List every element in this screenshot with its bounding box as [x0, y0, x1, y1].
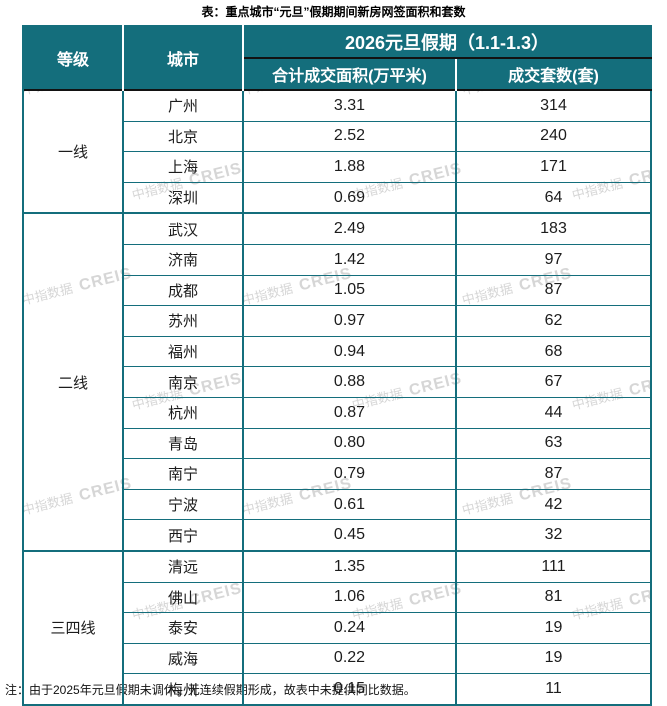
table-row: 威海 0.22 19: [23, 642, 651, 674]
units-cell: 42: [455, 488, 651, 520]
tier-cell: 一线: [22, 88, 123, 214]
area-cell: 0.79: [242, 458, 456, 490]
city-cell: 宁波: [122, 488, 243, 520]
area-cell: 0.15: [242, 673, 456, 705]
table-title: 表：重点城市“元旦”假期期间新房网签面积和套数: [201, 5, 466, 19]
units-cell: 97: [455, 243, 651, 276]
units-cell: 240: [455, 120, 651, 152]
col-header-tier: 等级: [23, 26, 124, 90]
table-body: 一线 广州 3.31 314 北京 2.52 240 上海 1.88 171 深圳 0.69 64 二线武…: [22, 88, 651, 705]
city-cell: 威海: [122, 642, 243, 674]
units-cell: 19: [455, 642, 651, 674]
table-row: 佛山 1.06 81: [23, 581, 651, 613]
table-row: 苏州 0.97 62: [23, 305, 651, 337]
area-cell: 0.45: [242, 519, 456, 551]
city-cell: 苏州: [122, 305, 243, 337]
col-header-units: 成交套数(套): [456, 58, 651, 90]
table-row: 宁波 0.61 42: [23, 488, 651, 520]
units-cell: 32: [455, 519, 651, 551]
table-header: 等级 城市 2026元旦假期（1.1-1.3） 合计成交面积(万平米) 成交套数…: [23, 26, 651, 90]
tier-cell: 二线: [22, 212, 123, 551]
units-cell: 68: [455, 335, 651, 367]
units-cell: 19: [455, 612, 651, 644]
table-row: 南京 0.88 67: [23, 366, 651, 398]
units-cell: 64: [455, 181, 651, 214]
city-cell: 南宁: [122, 458, 243, 490]
area-cell: 1.35: [242, 549, 456, 582]
units-cell: 87: [455, 274, 651, 306]
city-cell: 佛山: [122, 581, 243, 613]
col-header-area: 合计成交面积(万平米): [243, 58, 457, 90]
data-table-container: 中指数据 CREIS 中指数据 CREIS 中指数据 CREIS 中指数据 CREIS 中指数据…: [22, 25, 652, 706]
area-cell: 0.22: [242, 642, 456, 674]
city-cell: 北京: [122, 120, 243, 152]
area-cell: 0.88: [242, 366, 456, 398]
table-row: 济南 1.42 97: [23, 243, 651, 276]
units-cell: 67: [455, 366, 651, 398]
table-row: 三四线 清远 1.35 111: [22, 549, 651, 705]
data-table: 等级 城市 2026元旦假期（1.1-1.3） 合计成交面积(万平米) 成交套数…: [22, 25, 652, 706]
area-cell: 0.97: [242, 305, 456, 337]
city-cell: 梅州: [122, 673, 243, 705]
units-cell: 87: [455, 458, 651, 490]
city-cell: 清远: [122, 549, 243, 582]
city-cell: 广州: [122, 88, 243, 122]
units-cell: 63: [455, 427, 651, 459]
table-row: 成都 1.05 87: [23, 274, 651, 306]
area-cell: 1.42: [242, 243, 456, 276]
units-cell: 314: [455, 88, 651, 122]
units-cell: 44: [455, 396, 651, 429]
area-cell: 1.05: [242, 274, 456, 306]
table-row: 上海 1.88 171: [23, 151, 651, 183]
col-header-city: 城市: [123, 26, 244, 90]
col-header-period: 2026元旦假期（1.1-1.3）: [243, 26, 651, 59]
units-cell: 11: [455, 673, 651, 705]
city-cell: 杭州: [122, 396, 243, 429]
area-cell: 0.94: [242, 335, 456, 367]
city-cell: 成都: [122, 274, 243, 306]
city-cell: 深圳: [122, 181, 243, 214]
city-cell: 西宁: [122, 519, 243, 551]
area-cell: 0.80: [242, 427, 456, 459]
area-cell: 1.88: [242, 151, 456, 183]
city-cell: 泰安: [122, 612, 243, 644]
area-cell: 0.69: [242, 181, 456, 214]
city-cell: 青岛: [122, 427, 243, 459]
table-row: 西宁 0.45 32: [23, 519, 651, 551]
area-cell: 2.49: [242, 212, 456, 245]
units-cell: 81: [455, 581, 651, 613]
city-cell: 上海: [122, 151, 243, 183]
table-row: 深圳 0.69 64: [23, 181, 651, 214]
city-cell: 南京: [122, 366, 243, 398]
table-row: 一线 广州 3.31 314: [22, 88, 651, 214]
units-cell: 62: [455, 305, 651, 337]
table-row: 泰安 0.24 19: [23, 612, 651, 644]
city-cell: 福州: [122, 335, 243, 367]
area-cell: 0.87: [242, 396, 456, 429]
area-cell: 1.06: [242, 581, 456, 613]
table-row: 南宁 0.79 87: [23, 458, 651, 490]
city-cell: 武汉: [122, 212, 243, 245]
area-cell: 2.52: [242, 120, 456, 152]
units-cell: 171: [455, 151, 651, 183]
area-cell: 3.31: [242, 88, 456, 122]
units-cell: 111: [455, 549, 651, 582]
table-row: 青岛 0.80 63: [23, 427, 651, 459]
table-row: 北京 2.52 240: [23, 120, 651, 152]
area-cell: 0.61: [242, 488, 456, 520]
table-row: 二线 武汉 2.49 183: [22, 212, 651, 551]
city-cell: 济南: [122, 243, 243, 276]
units-cell: 183: [455, 212, 651, 245]
table-row: 福州 0.94 68: [23, 335, 651, 367]
area-cell: 0.24: [242, 612, 456, 644]
table-row: 杭州 0.87 44: [23, 396, 651, 429]
tier-cell: 三四线: [22, 549, 123, 705]
